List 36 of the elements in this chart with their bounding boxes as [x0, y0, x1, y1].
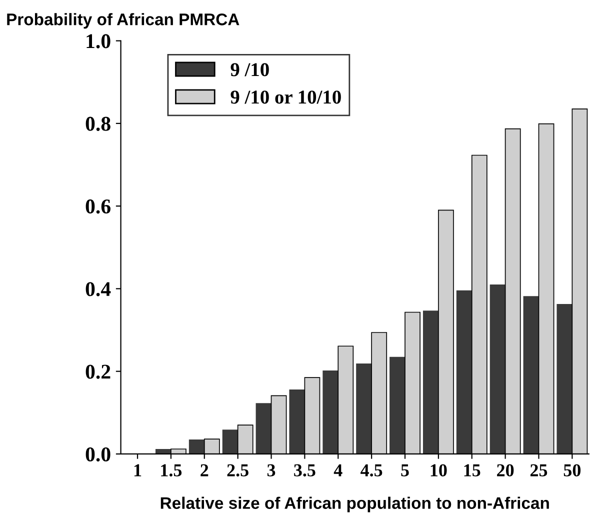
y-tick-label: 0.6 — [86, 199, 110, 214]
x-tick-label: 3 — [267, 464, 276, 476]
legend-label: 9 /10 or 10/10 — [230, 90, 341, 104]
x-tick-label: 4.5 — [360, 464, 382, 476]
bar — [490, 284, 506, 454]
bar — [556, 304, 573, 454]
x-tick-label: 2 — [200, 464, 208, 476]
bar — [256, 403, 272, 454]
x-tick-label: 1.5 — [161, 464, 182, 476]
y-axis-title: Probability of African PMRCA — [7, 13, 240, 29]
x-tick-label: 2.5 — [227, 464, 248, 476]
bar — [289, 390, 306, 454]
bar — [523, 296, 540, 454]
y-tick-label: 0.8 — [86, 116, 110, 131]
x-tick-label: 50 — [564, 464, 581, 476]
legend-label: 9 /10 — [230, 63, 269, 76]
bar — [222, 430, 238, 454]
y-tick-label: 0.0 — [86, 447, 110, 462]
x-axis-title: Relative size of African population to non-African — [160, 496, 549, 512]
y-tick-label: 0.2 — [86, 364, 110, 379]
x-tick-label: 3.5 — [294, 464, 316, 476]
bar — [422, 310, 439, 454]
x-tick-label: 1 — [134, 464, 142, 476]
bar — [188, 439, 205, 454]
y-tick-label: 1.0 — [86, 34, 110, 48]
x-tick-label: 4 — [334, 464, 342, 476]
x-tick-label: 15 — [464, 464, 480, 476]
x-tick-label: 20 — [497, 464, 514, 476]
bar — [456, 290, 472, 454]
bar — [356, 363, 372, 454]
bar — [390, 356, 406, 454]
x-tick-label: 25 — [530, 464, 548, 476]
bar — [322, 370, 339, 454]
y-tick-label: 0.4 — [86, 282, 111, 296]
x-tick-label: 10 — [430, 464, 447, 476]
x-tick-label: 5 — [401, 464, 409, 476]
